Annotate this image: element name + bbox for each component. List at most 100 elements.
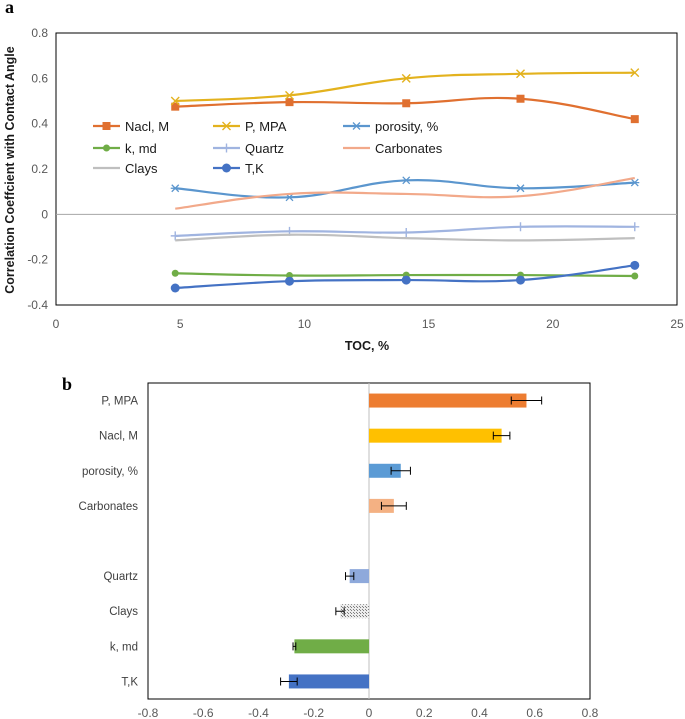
legend-label: P, MPA bbox=[245, 119, 287, 134]
data-point bbox=[402, 99, 411, 108]
line-chart: Correlation Coeffcient with Contact Angl… bbox=[3, 26, 685, 353]
legend-label: T,K bbox=[245, 161, 264, 176]
data-point bbox=[401, 227, 411, 237]
series-1 bbox=[170, 68, 640, 106]
legend-entry: porosity, % bbox=[343, 119, 439, 134]
legend-label: Quartz bbox=[245, 141, 284, 156]
legend-label: k, md bbox=[125, 141, 157, 156]
y-axis-title: Correlation Coeffcient with Contact Angl… bbox=[3, 46, 17, 294]
x-tick-label: 15 bbox=[422, 317, 436, 331]
x-tick-label: 0.6 bbox=[526, 706, 543, 719]
series-5 bbox=[175, 176, 635, 210]
data-point bbox=[401, 176, 411, 185]
bar-group: T,K bbox=[121, 674, 369, 689]
series-line bbox=[175, 233, 635, 242]
y-tick-label: 0.4 bbox=[31, 117, 48, 131]
x-tick-label: 5 bbox=[177, 317, 184, 331]
bar-label: k, md bbox=[110, 641, 138, 653]
legend-entry: Nacl, M bbox=[93, 119, 169, 134]
legend-label: Clays bbox=[125, 161, 158, 176]
panel-a-label: a bbox=[5, 0, 14, 17]
legend-entry: Clays bbox=[93, 161, 158, 176]
bar-label: porosity, % bbox=[82, 466, 138, 478]
legend-entry: P, MPA bbox=[213, 119, 287, 134]
legend-marker bbox=[352, 122, 361, 130]
y-tick-label: 0 bbox=[41, 207, 48, 221]
x-tick-label: -0.4 bbox=[248, 706, 269, 719]
data-point bbox=[285, 98, 294, 107]
data-point bbox=[171, 269, 179, 277]
bar-group: Nacl, M bbox=[99, 428, 511, 443]
series-line bbox=[175, 176, 635, 210]
bar-group: Carbonates bbox=[79, 498, 407, 513]
series-6 bbox=[175, 233, 635, 242]
legend-label: porosity, % bbox=[375, 119, 439, 134]
legend-marker bbox=[222, 163, 231, 173]
x-tick-label: -0.2 bbox=[303, 706, 324, 719]
series-4 bbox=[170, 222, 640, 241]
bar bbox=[349, 569, 369, 584]
bar-label: Clays bbox=[109, 606, 138, 618]
x-tick-label: 25 bbox=[670, 317, 684, 331]
error-bar bbox=[510, 396, 543, 405]
x-tick-label: 0.8 bbox=[582, 706, 599, 719]
x-tick-label: -0.6 bbox=[193, 706, 214, 719]
data-point bbox=[516, 222, 526, 232]
data-point bbox=[170, 283, 180, 293]
data-point bbox=[516, 275, 526, 285]
legend-marker bbox=[222, 121, 231, 131]
bar bbox=[288, 674, 369, 689]
data-point bbox=[170, 96, 180, 106]
bar-chart: -0.8 -0.6 -0.4 -0.2 0 0.2 0.4 0.6 0.8 P, MPA Nacl… bbox=[79, 382, 599, 719]
legend-entry: Quartz bbox=[213, 141, 284, 156]
legend-label: Nacl, M bbox=[125, 119, 169, 134]
y-tick-label: -0.4 bbox=[27, 298, 48, 312]
series-0 bbox=[171, 94, 639, 124]
bar bbox=[369, 428, 502, 443]
data-point bbox=[170, 184, 180, 193]
panel-b-label: b bbox=[62, 374, 73, 394]
data-point bbox=[516, 94, 525, 103]
data-point bbox=[171, 102, 180, 111]
legend-marker bbox=[103, 144, 110, 152]
x-tick-label: 0.2 bbox=[416, 706, 433, 719]
bar bbox=[294, 639, 369, 654]
x-axis-title: TOC, % bbox=[345, 339, 389, 353]
data-point bbox=[401, 73, 411, 83]
bar-label: Quartz bbox=[103, 571, 138, 583]
data-point bbox=[285, 90, 294, 100]
data-point bbox=[630, 260, 640, 270]
y-tick-label: 0.6 bbox=[31, 71, 48, 85]
bar bbox=[369, 463, 401, 478]
bar-group: Clays bbox=[109, 604, 369, 619]
bar-group: porosity, % bbox=[82, 463, 411, 478]
series-2 bbox=[170, 176, 640, 202]
x-tick-label: 0.4 bbox=[471, 706, 488, 719]
legend-entry: k, md bbox=[93, 141, 157, 156]
bar-group: P, MPA bbox=[101, 393, 543, 408]
bar-group: k, md bbox=[110, 639, 369, 654]
bar-label: Nacl, M bbox=[99, 431, 138, 443]
legend-marker bbox=[102, 122, 111, 130]
x-tick-label: 20 bbox=[546, 317, 560, 331]
bar-label: T,K bbox=[121, 676, 138, 688]
error-bar bbox=[280, 677, 298, 686]
data-point bbox=[170, 231, 180, 241]
data-point bbox=[284, 276, 294, 286]
data-point bbox=[630, 115, 639, 124]
error-bar bbox=[345, 572, 355, 581]
data-point bbox=[631, 272, 639, 280]
data-point bbox=[516, 69, 526, 79]
plot-area-border bbox=[55, 32, 678, 306]
data-point bbox=[630, 68, 640, 78]
bar-label: P, MPA bbox=[101, 396, 138, 408]
legend-entry: T,K bbox=[213, 161, 264, 176]
y-tick-label: 0.8 bbox=[31, 26, 48, 40]
data-point bbox=[401, 275, 411, 285]
error-bar bbox=[335, 607, 345, 616]
data-point bbox=[630, 178, 640, 187]
x-tick-label: -0.8 bbox=[138, 706, 159, 719]
bar-group: Quartz bbox=[103, 569, 369, 584]
error-bar bbox=[292, 642, 297, 651]
y-tick-label: 0.2 bbox=[31, 162, 48, 176]
